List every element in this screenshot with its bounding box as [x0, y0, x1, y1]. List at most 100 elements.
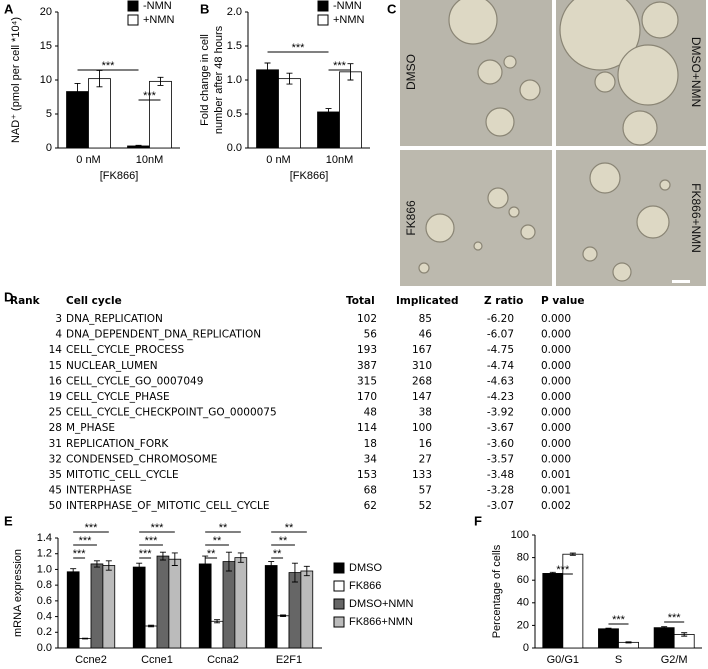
- error-bar: [202, 555, 209, 573]
- y-tick-label: 20: [517, 619, 529, 631]
- table-cell: CELL_CYCLE_CHECKPOINT_GO_0000075: [66, 407, 277, 419]
- bar: [144, 625, 158, 649]
- bar: [210, 620, 224, 649]
- y-tick-label: 1.5: [227, 40, 242, 52]
- panel-letter: E: [4, 513, 13, 528]
- x-tick-label: 0 nM: [76, 154, 100, 166]
- table-cell: 310: [412, 360, 432, 372]
- legend-swatch: [333, 562, 345, 574]
- y-tick-label: 0.8: [37, 579, 52, 591]
- significance-label: **: [219, 522, 228, 534]
- y-tick-label: 15: [40, 40, 52, 52]
- significance-label: **: [213, 535, 222, 547]
- significance-label: ***: [612, 614, 626, 626]
- table-cell: -4.63: [487, 375, 514, 387]
- y-tick-label: 0.5: [227, 108, 242, 120]
- y-tick-label: 0.0: [37, 642, 52, 654]
- panel-letter: B: [200, 1, 209, 16]
- x-tick-label: S: [615, 654, 622, 666]
- table-cell: 0.000: [541, 375, 571, 387]
- table-cell: INTERPHASE_OF_MITOTIC_CELL_CYCLE: [66, 500, 269, 512]
- error-bar: [74, 82, 81, 101]
- table-cell: 52: [419, 500, 432, 512]
- table-cell: MITOTIC_CELL_CYCLE: [66, 469, 179, 481]
- table-cell: 4: [55, 329, 62, 341]
- table-cell: 85: [419, 313, 432, 325]
- table-cell: 35: [49, 469, 62, 481]
- y-tick-label: 40: [517, 597, 529, 609]
- table-cell: 56: [364, 329, 378, 341]
- significance-label: ***: [143, 90, 157, 102]
- table-cell: -4.74: [487, 360, 514, 372]
- table-cell: 31: [49, 438, 62, 450]
- table-cell: 28: [49, 422, 62, 434]
- table-cell: 0.000: [541, 344, 571, 356]
- micrographs: [400, 0, 706, 286]
- panel-letter: A: [4, 1, 14, 16]
- error-bar: [214, 619, 221, 624]
- significance-label: ***: [139, 548, 153, 560]
- table-cell: -3.07: [487, 500, 514, 512]
- bar: [276, 615, 290, 649]
- legend-swatch: [317, 0, 329, 12]
- legend-label: +NMN: [333, 14, 365, 26]
- table-cell: -3.67: [487, 422, 514, 434]
- legend-label: DMSO+NMN: [349, 598, 414, 610]
- table-cell: CELL_CYCLE_PHASE: [66, 391, 170, 403]
- legend-swatch: [333, 598, 345, 610]
- table-cell: 193: [357, 344, 377, 356]
- error-bar: [625, 641, 632, 644]
- x-tick-label: 0 nM: [266, 154, 290, 166]
- table-cell: 25: [49, 407, 62, 419]
- table-cell: 0.000: [541, 391, 571, 403]
- significance-label: **: [279, 535, 288, 547]
- bar: [542, 573, 564, 649]
- table-cell: 0.001: [541, 485, 571, 497]
- significance-label: ***: [556, 564, 570, 576]
- significance-label: ***: [333, 60, 347, 72]
- bar: [339, 71, 362, 149]
- table-cell: -3.28: [487, 485, 514, 497]
- y-tick-label: 0.0: [227, 142, 242, 154]
- bar: [222, 561, 236, 649]
- error-bar: [105, 560, 112, 571]
- table-cell: 57: [419, 485, 432, 497]
- bar: [300, 570, 314, 649]
- table-cell: 0.000: [541, 329, 571, 341]
- table-header: Total: [346, 295, 375, 307]
- error-bar: [605, 627, 612, 630]
- table-cell: 0.000: [541, 360, 571, 372]
- image-label: FK866: [404, 200, 418, 236]
- legend-label: FK866: [349, 580, 381, 592]
- panel-letter: C: [387, 1, 397, 16]
- error-bar: [569, 552, 576, 556]
- image-label: DMSO: [404, 54, 418, 90]
- table-header: P value: [541, 295, 584, 307]
- bar: [278, 78, 301, 149]
- x-tick-label: 10nM: [326, 154, 354, 166]
- table-cell: -4.23: [487, 391, 514, 403]
- micrograph: [556, 150, 706, 286]
- legend-swatch: [127, 0, 139, 12]
- error-bar: [159, 551, 166, 561]
- table-cell: CONDENSED_CHROMOSOME: [66, 453, 217, 465]
- table-cell: 170: [357, 391, 377, 403]
- bar: [66, 571, 80, 649]
- table-cell: 68: [364, 485, 377, 497]
- y-tick-label: 2.0: [227, 6, 242, 18]
- panel-letter: F: [474, 513, 482, 528]
- error-bar: [171, 552, 178, 566]
- table-cell: 114: [357, 422, 377, 434]
- y-tick-label: 0: [523, 642, 529, 654]
- x-tick-label: E2F1: [276, 654, 302, 666]
- table-cell: 0.000: [541, 407, 571, 419]
- error-bar: [225, 551, 232, 572]
- y-axis-label: mRNA expression: [12, 549, 24, 637]
- x-axis-label: [FK866]: [100, 170, 139, 182]
- y-axis-label: Fold change in cell number after 48 hours: [199, 25, 225, 134]
- y-tick-label: 1.0: [37, 563, 52, 575]
- significance-label: ***: [292, 42, 306, 54]
- image-label: FK866+NMN: [689, 183, 703, 253]
- x-tick-label: 10nM: [136, 154, 164, 166]
